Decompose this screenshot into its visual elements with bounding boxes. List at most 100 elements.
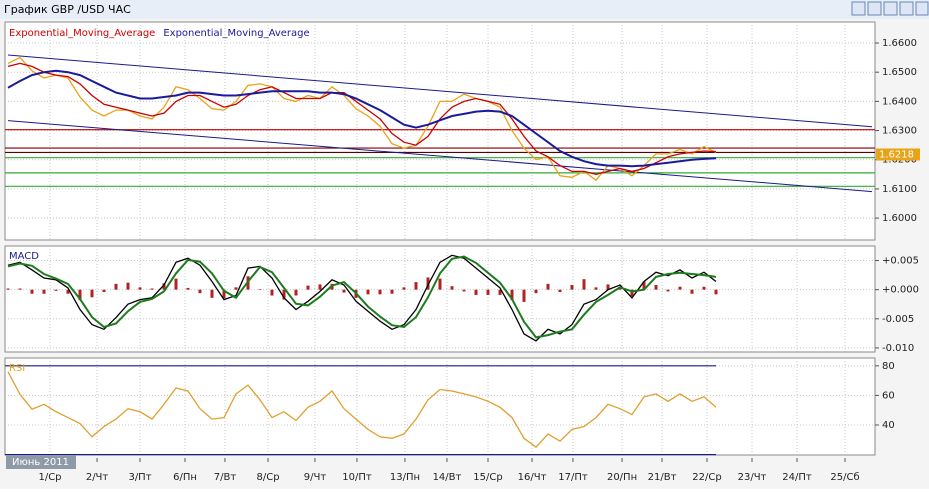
x-tick-label: 14/Вт <box>433 472 462 483</box>
histogram-bar <box>210 289 214 298</box>
y-tick-label: 1.6400 <box>882 96 917 107</box>
histogram-bar <box>114 283 118 290</box>
x-tick-label: 9/Чт <box>304 472 327 483</box>
histogram-bar <box>594 287 598 290</box>
histogram-bar <box>18 288 22 290</box>
histogram-bar <box>306 285 310 290</box>
x-tick-label: 21/Вт <box>648 472 677 483</box>
x-tick-label: 7/Вт <box>214 472 237 483</box>
y-tick-label: 60 <box>882 390 895 401</box>
series-line <box>7 62 717 175</box>
last-price-label: 1.6218 <box>879 149 914 160</box>
x-tick-label: 17/Пт <box>558 472 588 483</box>
legend-entry: Exponential_Moving_Average <box>9 28 155 39</box>
histogram-bar <box>138 287 142 290</box>
series-line <box>7 371 717 449</box>
panel-title: RSI <box>9 363 25 374</box>
histogram-bar <box>666 289 670 292</box>
y-tick-label: 1.6100 <box>882 184 917 195</box>
window-buttons[interactable] <box>851 1 929 16</box>
close-button[interactable] <box>915 1 929 16</box>
histogram-bar <box>294 289 298 296</box>
histogram-bar <box>126 282 130 290</box>
trend-line <box>7 120 873 193</box>
histogram-bar <box>162 283 166 290</box>
x-tick-label: 6/Пн <box>173 472 197 483</box>
y-tick-label: 1.6600 <box>882 38 917 49</box>
panel <box>4 357 876 456</box>
histogram-bar <box>198 289 202 294</box>
y-tick-label: -0.010 <box>882 343 914 354</box>
tile-button[interactable] <box>867 1 882 16</box>
x-tick-label: 13/Пн <box>390 472 420 483</box>
histogram-bar <box>390 289 394 294</box>
histogram-bar <box>510 289 514 301</box>
histogram-bar <box>678 286 682 290</box>
series-line <box>7 69 717 168</box>
histogram-bar <box>402 287 406 290</box>
window-title: График GBP /USD ЧАС <box>4 3 131 16</box>
histogram-bar <box>690 289 694 294</box>
x-tick-label: 16/Чт <box>518 472 547 483</box>
histogram-bar <box>546 283 550 290</box>
histogram-bar <box>174 278 178 290</box>
x-tick-label: 22/Ср <box>692 472 721 483</box>
histogram-bar <box>234 287 238 290</box>
histogram-bar <box>414 282 418 290</box>
series-line <box>7 255 717 339</box>
panel-title: MACD <box>9 251 39 262</box>
histogram-bar <box>606 284 610 290</box>
last-price-box <box>876 148 920 161</box>
y-tick-label: 80 <box>882 361 895 372</box>
x-tick-label: 10/Пт <box>342 472 372 483</box>
x-tick-label: 20/Пн <box>607 472 637 483</box>
histogram-bar <box>450 286 454 290</box>
maximize-button[interactable] <box>899 1 914 16</box>
histogram-bar <box>186 287 190 290</box>
x-tick-label: 2/Чт <box>86 472 109 483</box>
histogram-bar <box>102 289 106 293</box>
x-tick-label: 15/Ср <box>473 472 502 483</box>
month-label: Июнь 2011 <box>12 457 69 468</box>
histogram-bar <box>78 289 82 301</box>
histogram-bar <box>258 289 262 290</box>
histogram-bar <box>90 289 94 298</box>
histogram-bar <box>498 289 502 295</box>
histogram-bar <box>222 289 226 299</box>
title-bar <box>0 0 929 19</box>
histogram-bar <box>522 289 526 302</box>
histogram-bar <box>462 289 466 292</box>
month-box <box>6 455 76 469</box>
histogram-bar <box>702 286 706 290</box>
histogram-bar <box>318 284 322 290</box>
histogram-bar <box>366 289 370 295</box>
histogram-bar <box>282 289 286 300</box>
histogram-bar <box>42 289 46 294</box>
histogram-bar <box>342 289 346 293</box>
y-tick-label: -0.005 <box>882 314 914 325</box>
series-line <box>7 254 717 342</box>
x-tick-label: 1/Ср <box>38 472 61 483</box>
x-tick-label: 8/Ср <box>257 472 280 483</box>
help-button[interactable] <box>851 1 866 16</box>
x-tick-label: 3/Пт <box>128 472 151 483</box>
histogram-bar <box>570 285 574 290</box>
histogram-bar <box>150 288 154 290</box>
x-tick-label: 23/Чт <box>738 472 767 483</box>
histogram-bar <box>66 289 70 294</box>
y-tick-label: +0.005 <box>882 256 919 267</box>
histogram-bar <box>6 288 10 290</box>
y-tick-label: 1.6500 <box>882 67 917 78</box>
histogram-bar <box>474 289 478 295</box>
y-tick-label: 1.6000 <box>882 213 917 224</box>
x-tick-label: 25/Сб <box>830 472 859 483</box>
histogram-bar <box>270 289 274 296</box>
histogram-bar <box>30 289 34 294</box>
histogram-bar <box>558 289 562 293</box>
x-tick-label: 24/Пт <box>782 472 812 483</box>
minimize-button[interactable] <box>883 1 898 16</box>
histogram-bar <box>378 289 382 295</box>
histogram-bar <box>654 285 658 290</box>
histogram-bar <box>714 289 718 295</box>
